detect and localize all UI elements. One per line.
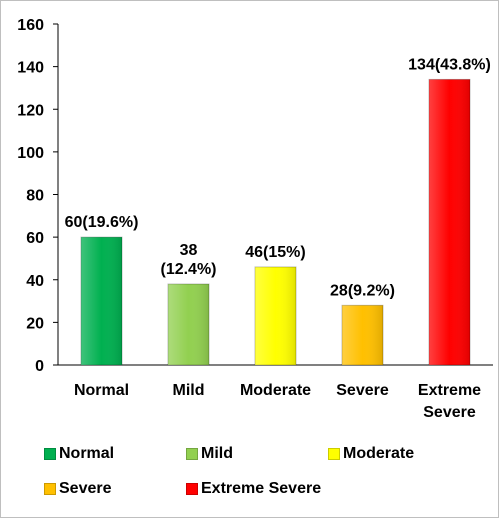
- data-label: 134(43.8%): [408, 56, 491, 73]
- bar-shading: [81, 237, 122, 365]
- x-tick-label: Extreme: [418, 382, 481, 399]
- data-label: 28(9.2%): [330, 282, 395, 299]
- y-tick-label: 160: [17, 17, 44, 34]
- y-tick-label: 80: [26, 188, 44, 205]
- x-tick-label: Normal: [74, 382, 129, 399]
- y-tick-label: 100: [17, 145, 44, 162]
- x-tick-label: Severe: [423, 404, 476, 421]
- y-tick-label: 140: [17, 60, 44, 77]
- bar-shading: [168, 284, 209, 365]
- data-label: 38: [180, 242, 198, 259]
- bar-shading: [255, 266, 296, 365]
- y-tick-label: 60: [26, 230, 44, 247]
- x-tick-label: Mild: [173, 382, 205, 399]
- y-tick-label: 40: [26, 273, 44, 290]
- y-tick-label: 120: [17, 102, 44, 119]
- data-label: 60(19.6%): [65, 214, 139, 231]
- y-tick-label: 0: [35, 358, 44, 375]
- x-tick-label: Moderate: [240, 382, 311, 399]
- bar-shading: [342, 305, 383, 365]
- data-label: (12.4%): [160, 261, 216, 278]
- data-label: 46(15%): [245, 244, 305, 261]
- x-tick-label: Severe: [336, 382, 389, 399]
- y-tick-label: 20: [26, 315, 44, 332]
- bar-shading: [429, 79, 470, 365]
